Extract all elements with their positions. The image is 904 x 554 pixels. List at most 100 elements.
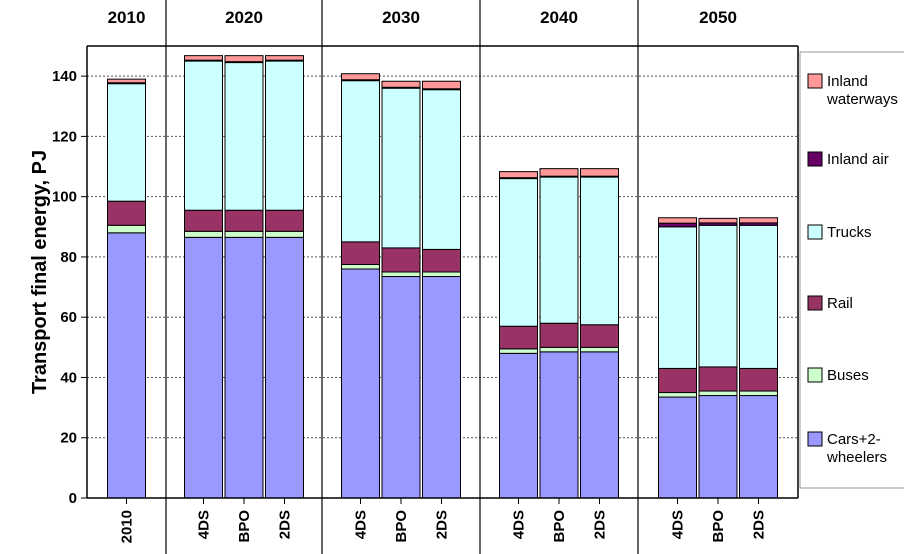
legend-label: Cars+2- [827,431,881,448]
x-tick-label: 4DS [670,510,687,539]
bar-segment [107,224,146,234]
bar-segment [224,209,264,232]
legend-label: Rail [827,295,853,312]
y-tick-label: 80 [60,249,77,266]
bar-segment [341,241,380,265]
y-tick-label: 100 [52,189,77,206]
group-header: 2040 [540,8,578,27]
bars [107,55,778,499]
legend-label: Inland [827,73,868,90]
bar-segment [341,73,380,81]
bar-segment [107,232,146,499]
y-tick-label: 120 [52,128,77,145]
bar-segment [224,236,264,499]
x-tick-label: 2DS [434,510,451,539]
bar-segment [422,271,461,278]
legend-swatch [807,431,823,447]
bar-segment [499,352,538,499]
legend-label: wheelers [826,449,887,466]
y-tick-label: 0 [69,490,77,507]
bar-segment [381,87,421,249]
bar-segment [539,346,579,353]
group-header: 2050 [699,8,737,27]
bar-segment [107,200,146,226]
bar-segment [698,395,738,499]
bar-segment [224,62,264,211]
bar-segment [698,217,738,224]
x-tick-label: BPO [393,510,410,543]
legend-swatch [807,224,823,240]
bar-segment [499,171,538,179]
x-tick-label: 2DS [592,510,609,539]
bar-segment [341,268,380,499]
bar-segment [381,80,421,88]
bar-segment [658,367,697,394]
bar-segment [499,325,538,350]
bar-segment [499,348,538,354]
bar-segment [422,276,461,499]
bar-segment [184,236,223,499]
legend-label: Trucks [827,224,871,241]
bar-segment [422,248,461,273]
y-tick-label: 40 [60,369,77,386]
bar-segment [698,366,738,392]
bar-segment [698,224,738,368]
bar-segment [739,217,778,224]
bar-segment [107,83,146,202]
bar-segment [265,60,304,211]
x-tick-label: 2DS [277,510,294,539]
bar-segment [381,271,421,278]
y-tick-label: 140 [52,68,77,85]
bar-segment [580,346,619,353]
bar-segment [698,390,738,397]
bar-segment [539,168,579,177]
legend-label: Inland air [827,151,889,168]
x-tick-label: 4DS [353,510,370,539]
bar-segment [341,263,380,270]
bar-segment [184,55,223,61]
legend-label: waterways [826,91,898,108]
bar-segment [658,392,697,398]
bar-segment [265,55,304,61]
bar-segment [580,351,619,499]
bar-segment [265,209,304,232]
bar-segment [739,390,778,397]
bar-segment [107,78,146,84]
group-header: 2020 [225,8,263,27]
bar-segment [422,80,461,90]
y-axis: 0 20 40 60 80 100 120 140 [52,68,87,507]
legend-swatch [807,73,823,89]
x-axis: 2010 4DS BPO 2DS 4DS BPO 2DS 4DS BPO 2DS 4DS BPO 2DS [119,498,768,543]
bar-segment [224,230,264,238]
bar-segment [184,60,223,211]
bar-segment [658,222,697,228]
bar-segment [499,178,538,327]
bar-segment [539,351,579,499]
group-headers: 2010 2020 2030 2040 2050 [108,8,737,27]
bar-segment [422,89,461,250]
y-axis-label: Transport final energy, PJ [29,150,51,394]
legend-swatch [807,295,823,311]
x-tick-label: 2010 [119,510,136,543]
legend-swatch [807,151,823,167]
x-tick-label: BPO [710,510,727,543]
bar-segment [184,230,223,238]
bar-segment [580,168,619,177]
x-tick-label: 4DS [196,510,213,539]
bar-segment [739,224,778,369]
bar-segment [224,55,264,63]
legend-label: Buses [827,367,869,384]
bar-segment [658,226,697,369]
bar-segment [658,396,697,499]
bar-segment [184,209,223,232]
bar-segment [739,367,778,392]
legend-box [799,51,904,489]
bar-segment [580,324,619,348]
x-tick-label: BPO [551,510,568,543]
bar-segment [580,176,619,326]
group-header: 2010 [108,8,146,27]
y-tick-label: 60 [60,309,77,326]
legend-swatch [807,367,823,383]
